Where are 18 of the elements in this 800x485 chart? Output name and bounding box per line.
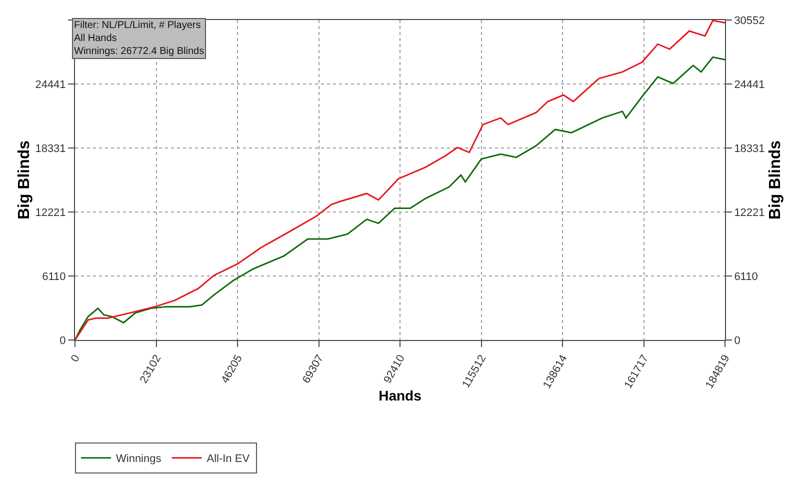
y2-tick-label: 0 — [734, 334, 740, 347]
annotation: Filter: NL/PL/Limit, # Players All Hands Winnings: 26772.4 Big Blinds — [74, 20, 204, 57]
y-axis-title: Big Blinds — [16, 140, 34, 220]
y-tick-label: 18331 — [35, 142, 66, 155]
y2-tick-label: 6110 — [734, 270, 758, 283]
legend-label: All-In EV — [206, 453, 250, 466]
y2-tick-label: 30552 — [734, 14, 765, 27]
x-tick-label: 0 — [68, 352, 82, 364]
y2-tick-label: 12221 — [734, 206, 765, 219]
x-axis-title: Hands — [378, 387, 422, 404]
y-tick-label: 24441 — [35, 78, 66, 91]
y2-tick-label: 24441 — [734, 78, 765, 91]
y-tick-label: 0 — [60, 334, 66, 347]
y-tick-label: 12221 — [35, 206, 66, 219]
legend-label: Winnings — [116, 453, 162, 466]
y2-tick-label: 18331 — [734, 142, 765, 155]
y-tick-label: 6110 — [42, 270, 66, 283]
y2-axis-title: Big Blinds — [766, 140, 784, 220]
